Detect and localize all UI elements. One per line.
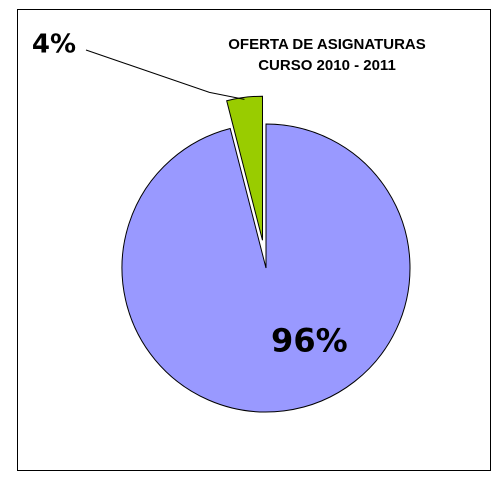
value-label: 96% <box>271 322 348 360</box>
chart-title: OFERTA DE ASIGNATURAS <box>228 36 426 53</box>
pie-slice <box>226 95 263 241</box>
chart-title: CURSO 2010 - 2011 <box>258 57 396 74</box>
leader-line <box>85 49 245 100</box>
value-label: 4% <box>32 30 76 60</box>
pie-slice <box>121 123 411 413</box>
